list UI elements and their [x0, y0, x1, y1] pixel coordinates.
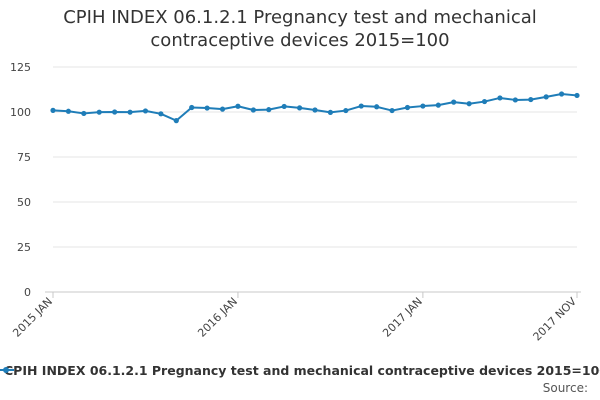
y-tick-label: 125 — [10, 61, 31, 74]
data-point[interactable] — [358, 103, 364, 109]
legend-swatch-dot — [3, 367, 9, 373]
data-point[interactable] — [451, 99, 457, 105]
data-point[interactable] — [420, 103, 426, 109]
data-point[interactable] — [189, 104, 195, 111]
y-axis-tick-labels: 0 25 50 75 100 125 — [10, 61, 31, 299]
chart-title: CPIH INDEX 06.1.2.1 Pregnancy test and m… — [63, 7, 537, 51]
data-point[interactable] — [435, 102, 441, 108]
y-tick-label: 100 — [10, 106, 31, 119]
x-tick-label: 2016 JAN — [195, 295, 240, 340]
data-point[interactable] — [173, 118, 179, 124]
data-point[interactable] — [96, 109, 102, 115]
data-point[interactable] — [158, 111, 164, 117]
grid-lines — [53, 66, 577, 248]
data-point[interactable] — [250, 107, 256, 113]
data-point[interactable] — [204, 105, 210, 111]
data-point[interactable] — [343, 107, 349, 114]
y-tick-label: 0 — [24, 286, 31, 299]
x-tick-label: 2017 JAN — [380, 295, 425, 340]
y-tick-label: 25 — [17, 241, 31, 254]
data-point[interactable] — [219, 106, 226, 112]
data-point[interactable] — [281, 103, 287, 110]
data-point[interactable] — [512, 97, 518, 103]
x-tick-label: 2017 NOV — [531, 295, 580, 344]
data-point[interactable] — [327, 109, 334, 115]
data-point[interactable] — [466, 101, 472, 107]
data-point[interactable] — [112, 109, 118, 115]
data-point[interactable] — [543, 94, 549, 100]
y-tick-label: 75 — [17, 151, 31, 164]
x-axis-tick-labels: 2015 JAN 2016 JAN 2017 JAN 2017 NOV — [10, 295, 579, 344]
data-point[interactable] — [528, 96, 534, 103]
data-point[interactable] — [235, 103, 241, 109]
axes — [45, 291, 581, 298]
data-point[interactable] — [142, 108, 149, 114]
source-label: Source: — [542, 381, 588, 395]
x-tick-label: 2015 JAN — [10, 295, 55, 340]
data-point[interactable] — [296, 105, 303, 111]
data-point[interactable] — [312, 107, 318, 113]
legend-label: CPIH INDEX 06.1.2.1 Pregnancy test and m… — [4, 362, 600, 378]
data-point[interactable] — [404, 104, 411, 111]
data-point[interactable] — [389, 107, 395, 114]
data-point[interactable] — [481, 98, 488, 105]
legend[interactable]: CPIH INDEX 06.1.2.1 Pregnancy test and m… — [0, 360, 600, 380]
series-points — [50, 91, 580, 124]
data-point[interactable] — [127, 109, 133, 115]
data-point[interactable] — [65, 108, 72, 114]
data-point[interactable] — [497, 95, 503, 101]
data-point[interactable] — [374, 104, 380, 110]
data-point[interactable] — [266, 107, 272, 113]
data-point[interactable] — [558, 91, 565, 97]
data-point[interactable] — [50, 107, 56, 113]
data-point[interactable] — [574, 92, 580, 99]
y-tick-label: 50 — [17, 196, 31, 209]
data-point[interactable] — [81, 110, 87, 117]
